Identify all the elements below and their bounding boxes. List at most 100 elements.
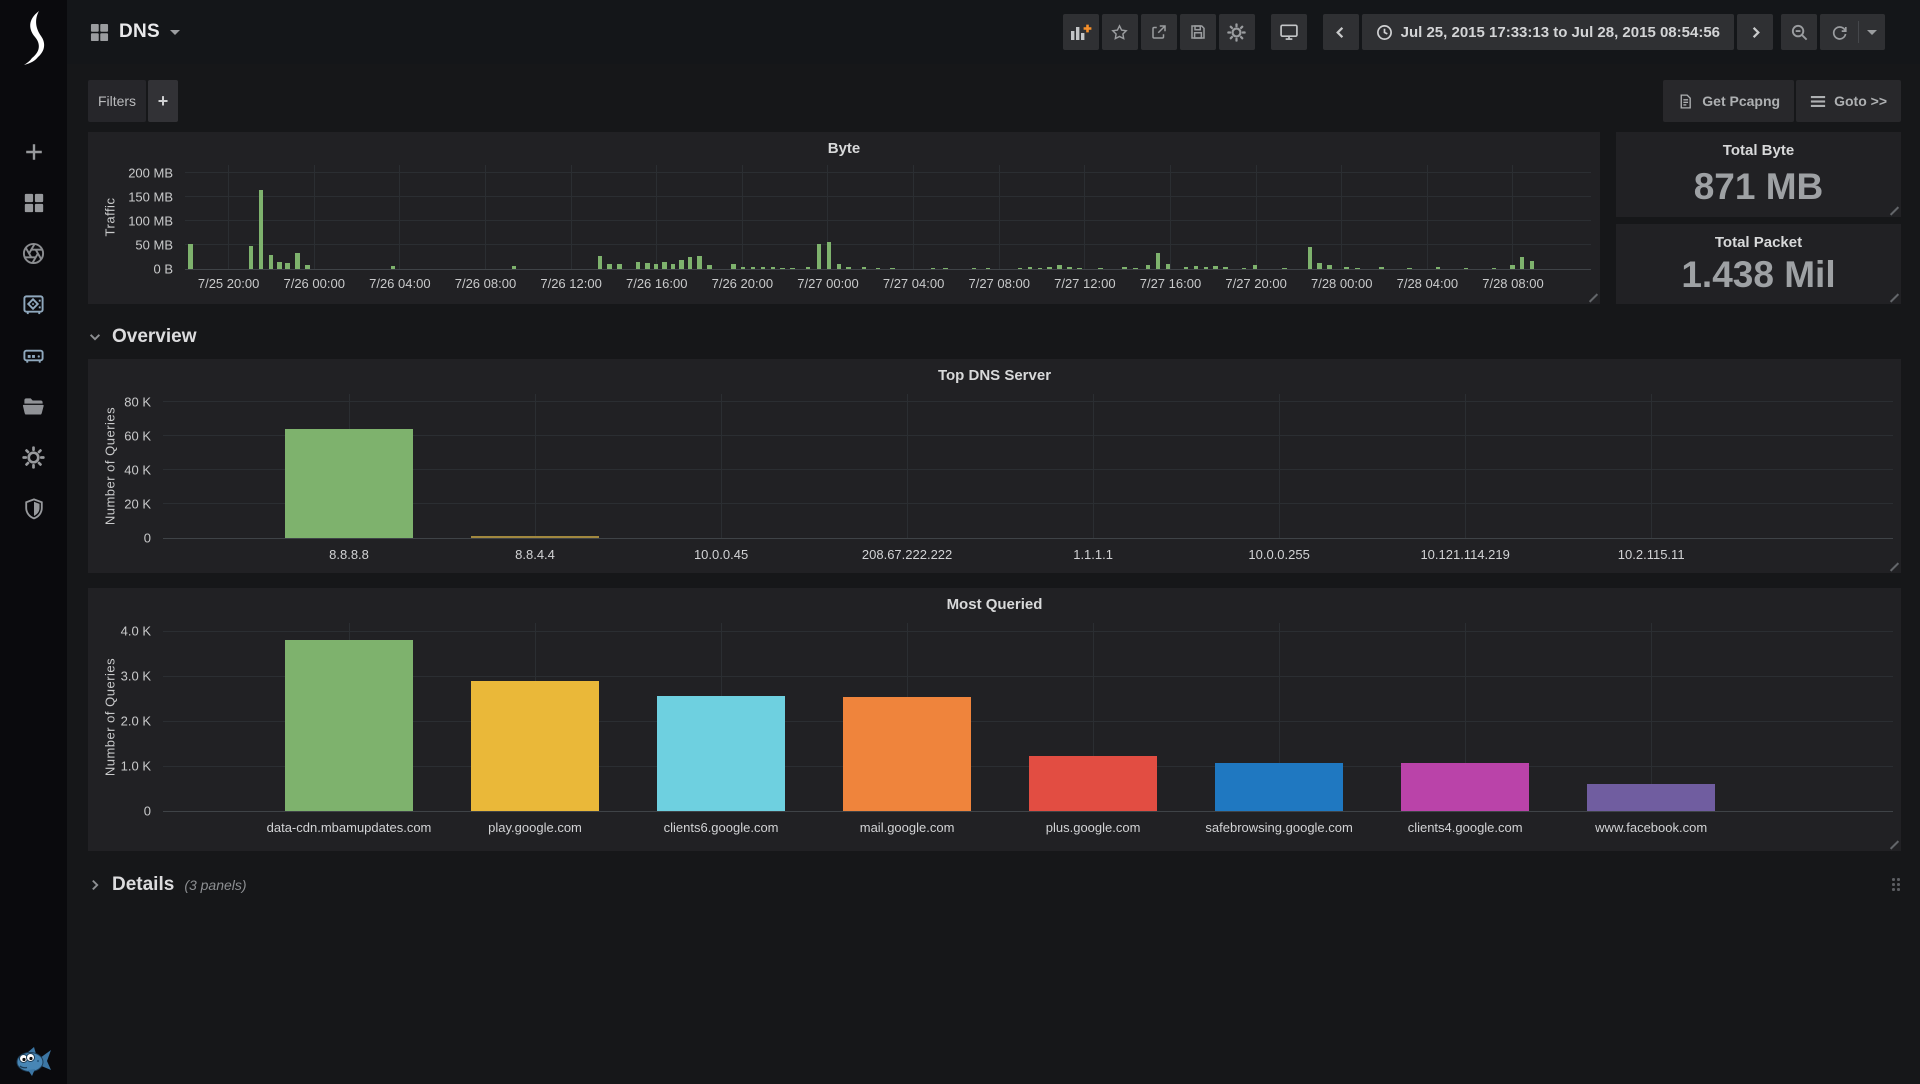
- bar[interactable]: [679, 260, 684, 269]
- most-queried-title[interactable]: Most Queried: [946, 596, 1043, 613]
- bar[interactable]: [1027, 267, 1033, 269]
- bar[interactable]: [890, 267, 895, 269]
- bar[interactable]: [1037, 267, 1043, 269]
- byte-panel-title[interactable]: Byte: [827, 140, 861, 157]
- bar[interactable]: [305, 265, 310, 269]
- share-button[interactable]: [1140, 14, 1177, 50]
- bar[interactable]: [790, 267, 795, 269]
- bar[interactable]: [750, 267, 756, 269]
- bar[interactable]: [670, 264, 676, 269]
- bar[interactable]: [653, 264, 659, 269]
- bar[interactable]: [816, 243, 822, 269]
- bar[interactable]: [760, 267, 766, 269]
- bar[interactable]: [1213, 266, 1218, 269]
- bar[interactable]: [1203, 266, 1209, 269]
- bar[interactable]: [1463, 267, 1469, 269]
- bar[interactable]: [1529, 260, 1535, 269]
- bar[interactable]: [1223, 267, 1228, 269]
- bar[interactable]: [635, 261, 641, 269]
- refresh-interval-dropdown[interactable]: [1859, 14, 1885, 50]
- filters-button[interactable]: Filters: [88, 80, 146, 122]
- sidebar-item-add[interactable]: [0, 126, 67, 177]
- bar[interactable]: [1067, 267, 1072, 269]
- bar[interactable]: [1165, 264, 1171, 269]
- bar[interactable]: [943, 267, 948, 269]
- bar[interactable]: [1057, 265, 1062, 269]
- bar[interactable]: [842, 696, 972, 811]
- add-panel-button[interactable]: [1062, 14, 1099, 50]
- sidebar-item-files[interactable]: [0, 381, 67, 432]
- bar[interactable]: [645, 263, 650, 269]
- time-range-button[interactable]: Jul 25, 2015 17:33:13 to Jul 28, 2015 08…: [1361, 14, 1734, 50]
- bar[interactable]: [1344, 267, 1349, 269]
- bar[interactable]: [770, 267, 775, 269]
- bar[interactable]: [1028, 755, 1158, 811]
- bar[interactable]: [1077, 267, 1082, 269]
- bar[interactable]: [780, 267, 785, 269]
- bar[interactable]: [284, 640, 414, 811]
- get-pcapng-button[interactable]: Get Pcapng: [1663, 80, 1795, 122]
- bar[interactable]: [656, 696, 786, 811]
- bar[interactable]: [731, 264, 736, 269]
- bar[interactable]: [1155, 253, 1161, 269]
- bar[interactable]: [607, 264, 612, 269]
- bar[interactable]: [268, 254, 274, 269]
- bar[interactable]: [511, 266, 517, 269]
- panel-resize-handle[interactable]: [1588, 293, 1599, 303]
- bar[interactable]: [188, 243, 193, 269]
- bar[interactable]: [597, 255, 603, 269]
- save-button[interactable]: [1179, 14, 1216, 50]
- bar[interactable]: [1098, 267, 1103, 269]
- bar[interactable]: [1252, 265, 1258, 269]
- zoom-out-button[interactable]: [1781, 14, 1817, 50]
- bar[interactable]: [985, 267, 991, 269]
- bar[interactable]: [707, 265, 712, 269]
- bar[interactable]: [470, 536, 600, 538]
- top-dns-server-title[interactable]: Top DNS Server: [937, 367, 1052, 384]
- bar[interactable]: [697, 255, 702, 269]
- details-section-header[interactable]: Details (3 panels): [88, 868, 1901, 902]
- bar[interactable]: [1407, 267, 1412, 269]
- bar[interactable]: [1193, 266, 1199, 269]
- refresh-button[interactable]: [1820, 14, 1858, 50]
- bar[interactable]: [1400, 763, 1530, 811]
- bar[interactable]: [1241, 267, 1247, 269]
- fish-logo[interactable]: [0, 1044, 67, 1078]
- sidebar-item-security[interactable]: [0, 483, 67, 534]
- bar[interactable]: [1355, 267, 1360, 269]
- bar[interactable]: [1510, 265, 1515, 269]
- bar[interactable]: [1122, 267, 1127, 269]
- bar[interactable]: [258, 189, 264, 269]
- sidebar-item-settings[interactable]: [0, 432, 67, 483]
- time-back-button[interactable]: [1322, 14, 1359, 50]
- bar[interactable]: [826, 241, 832, 269]
- bar[interactable]: [284, 429, 414, 538]
- bar[interactable]: [1519, 256, 1525, 269]
- goto-button[interactable]: Goto >>: [1796, 80, 1901, 122]
- dashboard-dropdown-caret[interactable]: [170, 29, 181, 35]
- dashboard-title[interactable]: DNS: [119, 21, 161, 42]
- bar[interactable]: [1317, 263, 1322, 269]
- bar[interactable]: [470, 680, 600, 811]
- bar[interactable]: [836, 264, 842, 269]
- sidebar-item-dashboards[interactable]: [0, 177, 67, 228]
- bar[interactable]: [1047, 266, 1052, 269]
- section-drag-handle[interactable]: [1892, 878, 1901, 892]
- app-logo[interactable]: [0, 8, 67, 68]
- tv-mode-button[interactable]: [1270, 14, 1307, 50]
- bar[interactable]: [248, 246, 254, 269]
- sidebar-item-vault[interactable]: [0, 279, 67, 330]
- bar[interactable]: [1307, 247, 1313, 269]
- bar[interactable]: [390, 265, 396, 269]
- bar[interactable]: [617, 264, 622, 269]
- bar[interactable]: [1214, 762, 1344, 811]
- bar[interactable]: [1183, 267, 1189, 269]
- bar[interactable]: [687, 256, 693, 269]
- sidebar-item-aperture[interactable]: [0, 228, 67, 279]
- bar[interactable]: [1327, 265, 1332, 269]
- bar[interactable]: [805, 267, 811, 269]
- bar[interactable]: [1282, 267, 1287, 269]
- bar[interactable]: [740, 266, 746, 269]
- bar[interactable]: [1586, 784, 1716, 811]
- bar[interactable]: [971, 267, 977, 269]
